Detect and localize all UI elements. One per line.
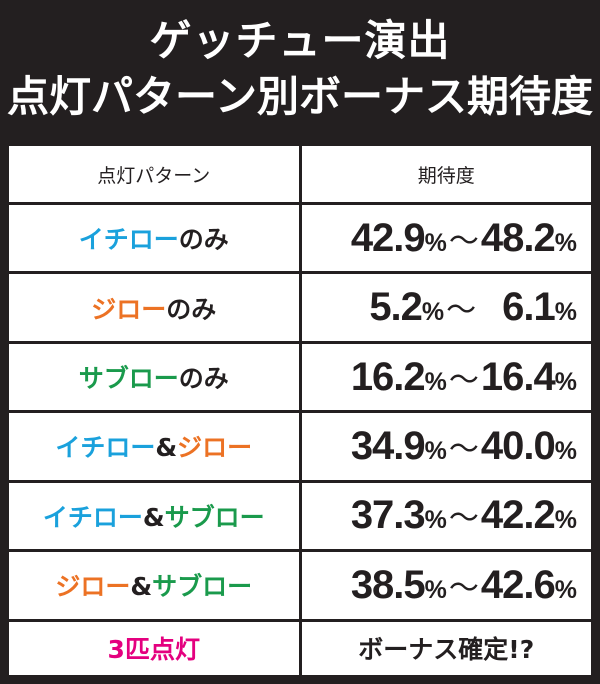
percent-sign: % — [554, 506, 577, 535]
expectation-table: 点灯パターン 期待度 イチローのみ 42.9%〜48.2% ジローのみ 5.2%… — [6, 143, 594, 679]
range-high: 16.4 — [480, 354, 556, 399]
range-low: 5.2 — [369, 285, 423, 330]
expectation-cell: 16.2%〜16.4% — [298, 340, 594, 414]
range-tilde: 〜 — [448, 432, 479, 466]
range-tilde: 〜 — [448, 363, 479, 397]
range-tilde: 〜 — [448, 224, 479, 258]
pattern-ichiro: イチロー — [42, 502, 143, 532]
expectation-cell: 38.5%〜42.6% — [298, 549, 594, 622]
expectation-cell: 37.3%〜42.2% — [298, 479, 594, 553]
range-low: 34.9 — [350, 423, 426, 468]
range-low: 38.5 — [350, 562, 426, 607]
range-low: 16.2 — [350, 354, 426, 399]
pattern-saburo: サブロー — [78, 364, 179, 394]
column-header-pattern: 点灯パターン — [6, 143, 302, 205]
table-row: イチロー&サブロー 37.3%〜42.2% — [6, 479, 594, 553]
title-line-1: ゲッチュー演出 — [149, 16, 451, 65]
range-high: 40.0 — [480, 423, 556, 468]
pattern-cell: ジロー&サブロー — [6, 549, 302, 622]
pattern-ampersand: & — [130, 572, 153, 602]
pattern-saburo: サブロー — [152, 572, 253, 602]
expectation-cell: 5.2%〜 6.1% — [298, 271, 594, 344]
pattern-ampersand: & — [142, 502, 165, 532]
range-tilde: 〜 — [446, 294, 477, 328]
pattern-jiro: ジロー — [177, 433, 253, 463]
table-row-final: 3匹点灯 ボーナス確定!? — [6, 618, 594, 679]
pattern-all-lit: 3匹点灯 — [6, 618, 302, 679]
percent-sign: % — [424, 506, 447, 535]
pattern-cell: イチローのみ — [6, 201, 302, 275]
pattern-ichiro: イチロー — [78, 225, 179, 255]
pattern-jiro: ジロー — [55, 572, 131, 602]
range-high: 48.2 — [480, 215, 556, 260]
range-tilde: 〜 — [448, 571, 479, 605]
range-low: 42.9 — [350, 215, 426, 260]
column-header-expectation: 期待度 — [298, 143, 594, 205]
table-header-row: 点灯パターン 期待度 — [6, 143, 594, 205]
percent-sign: % — [554, 367, 577, 396]
range-low: 37.3 — [350, 493, 426, 538]
pattern-suffix: のみ — [178, 225, 229, 255]
range-high: 42.6 — [480, 562, 556, 607]
pattern-suffix: のみ — [166, 294, 217, 324]
title-banner: ゲッチュー演出 点灯パターン別ボーナス期待度 — [0, 0, 600, 143]
pattern-cell: ジローのみ — [6, 271, 302, 344]
percent-sign: % — [424, 367, 447, 396]
table-row: サブローのみ 16.2%〜16.4% — [6, 340, 594, 414]
table-row: ジロー&サブロー 38.5%〜42.6% — [6, 549, 594, 622]
percent-sign: % — [554, 228, 577, 257]
percent-sign: % — [424, 228, 447, 257]
pattern-saburo: サブロー — [164, 502, 265, 532]
percent-sign: % — [554, 436, 577, 465]
pattern-cell: イチロー&サブロー — [6, 479, 302, 553]
table-row: イチロー&ジロー 34.9%〜40.0% — [6, 410, 594, 483]
pattern-jiro: ジロー — [91, 294, 167, 324]
percent-sign: % — [421, 298, 445, 327]
pattern-ampersand: & — [155, 433, 178, 463]
bonus-confirmed-text: ボーナス確定!? — [298, 618, 594, 679]
pattern-ichiro: イチロー — [55, 433, 156, 463]
range-tilde: 〜 — [448, 502, 479, 536]
percent-sign: % — [424, 436, 447, 465]
percent-sign: % — [424, 575, 447, 604]
percent-sign: % — [554, 575, 577, 604]
percent-sign: % — [554, 298, 577, 327]
table-row: ジローのみ 5.2%〜 6.1% — [6, 271, 594, 344]
title-line-2: 点灯パターン別ボーナス期待度 — [7, 72, 593, 121]
pattern-cell: イチロー&ジロー — [6, 410, 302, 483]
expectation-cell: 42.9%〜48.2% — [298, 201, 594, 275]
expectation-cell: 34.9%〜40.0% — [298, 410, 594, 483]
pattern-suffix: のみ — [178, 364, 229, 394]
table-row: イチローのみ 42.9%〜48.2% — [6, 201, 594, 275]
range-high: 6.1 — [502, 285, 556, 330]
pattern-cell: サブローのみ — [6, 340, 302, 414]
range-high: 42.2 — [480, 493, 556, 538]
